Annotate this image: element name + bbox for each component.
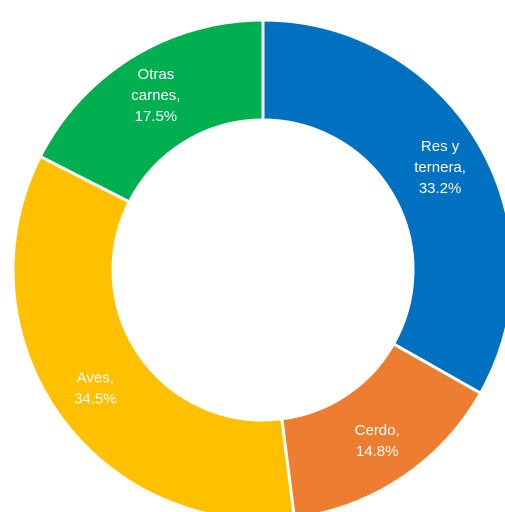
- slice-label-line: Aves,: [77, 369, 114, 386]
- slices-group: [11, 18, 505, 512]
- slice-label-1: Cerdo, 14.8%: [355, 422, 400, 460]
- slice-1: [280, 341, 483, 512]
- slice-label-3: Otras carnes, 17.5%: [131, 66, 180, 125]
- slice-label-0: Res y ternera, 33.2%: [414, 138, 466, 197]
- slice-3: [38, 18, 265, 204]
- slice-label-line: Res y: [421, 138, 460, 155]
- slice-label-line: ternera,: [414, 159, 466, 176]
- slice-label-line: carnes,: [131, 87, 180, 104]
- slice-label-line: 14.8%: [356, 443, 399, 460]
- slice-label-line: Cerdo,: [355, 422, 400, 439]
- slice-label-line: 34.5%: [74, 390, 117, 407]
- slice-2: [11, 154, 296, 512]
- labels-group: Res y ternera, 33.2% Cerdo, 14.8% Aves, 34.5% O…: [74, 66, 466, 460]
- slice-label-line: 33.2%: [419, 180, 462, 197]
- slice-label-2: Aves, 34.5%: [74, 369, 117, 407]
- slice-label-line: Otras: [138, 66, 175, 83]
- slice-label-line: 17.5%: [135, 108, 178, 125]
- slice-0: [261, 18, 505, 396]
